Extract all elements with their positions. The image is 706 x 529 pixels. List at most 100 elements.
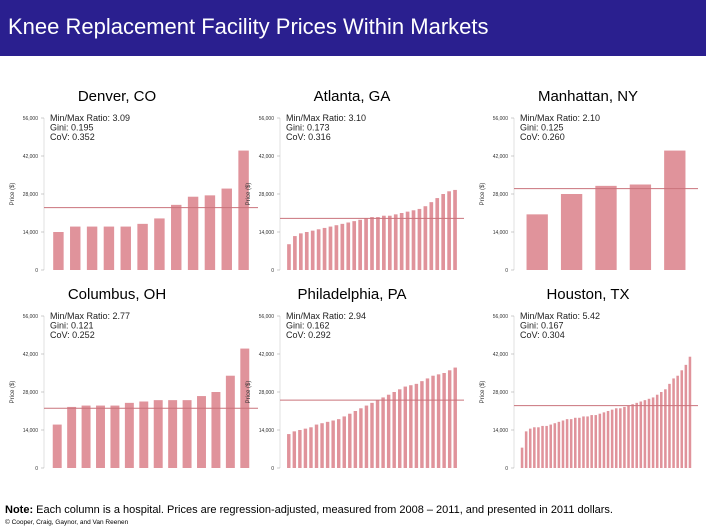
hospital-bar (435, 198, 440, 270)
market-title-manhattan: Manhattan, NY (537, 88, 639, 105)
stat-label: Min/Max Ratio: 3.09 (50, 113, 130, 123)
hospital-bar (52, 424, 62, 468)
hospital-bar (664, 389, 667, 468)
hospital-bar (381, 397, 385, 468)
y-axis-title: Price ($) (246, 183, 252, 206)
hospital-bar (153, 400, 163, 468)
hospital-bar (453, 189, 457, 270)
hospital-bar (304, 232, 309, 270)
y-tick-label: 0 (35, 268, 38, 274)
hospital-bar (429, 202, 434, 270)
hospital-bar (635, 402, 638, 468)
hospital-bar (520, 447, 524, 468)
hospital-bar (67, 406, 77, 468)
hospital-bar (553, 423, 557, 468)
hospital-bar (70, 226, 81, 270)
hospital-bar (398, 389, 402, 468)
y-tick-label: 56,000 (259, 116, 275, 122)
hospital-bar (225, 375, 235, 468)
y-tick-label: 28,000 (493, 390, 509, 396)
y-axis-title: Price ($) (10, 183, 16, 206)
hospital-bar (602, 412, 606, 468)
hospital-bar (582, 416, 585, 468)
hospital-bar (557, 421, 561, 468)
y-tick-label: 56,000 (259, 314, 275, 320)
stat-label: Gini: 0.162 (286, 321, 330, 331)
y-axis-title: Price ($) (10, 381, 16, 404)
hospital-bar (664, 150, 686, 270)
hospital-bar (431, 375, 435, 468)
hospital-bar (574, 417, 577, 468)
hospital-bar (399, 213, 404, 270)
hospital-bar (316, 229, 321, 270)
hospital-bar (651, 397, 655, 468)
hospital-bar (569, 419, 573, 468)
y-tick-label: 0 (505, 466, 508, 472)
stat-label: CoV: 0.252 (50, 330, 95, 340)
hospital-bar (660, 392, 663, 468)
hospital-bar (96, 405, 105, 468)
stat-label: Min/Max Ratio: 2.10 (520, 113, 600, 123)
stat-label: Gini: 0.125 (520, 123, 564, 133)
y-tick-label: 14,000 (23, 230, 39, 236)
hospital-bar (348, 413, 352, 468)
hospital-bar (610, 409, 614, 468)
market-title-atlanta: Atlanta, GA (313, 88, 391, 105)
hospital-bar (340, 223, 345, 270)
hospital-bar (627, 405, 630, 468)
hospital-bar (594, 415, 598, 468)
hospital-bar (447, 370, 452, 468)
hospital-bar (298, 430, 302, 468)
hospital-bar (364, 218, 368, 270)
y-tick-label: 14,000 (23, 428, 39, 434)
hospital-bar (287, 244, 291, 270)
hospital-bar (578, 417, 581, 468)
stat-label: CoV: 0.316 (286, 132, 331, 142)
hospital-bar (103, 226, 115, 270)
stat-label: Gini: 0.173 (286, 123, 330, 133)
y-tick-label: 14,000 (493, 230, 509, 236)
hospital-bar (375, 400, 380, 468)
hospital-bar (120, 226, 131, 270)
hospital-bar (545, 425, 548, 468)
hospital-bar (453, 367, 457, 468)
market-title-denver: Denver, CO (77, 88, 157, 105)
hospital-bar (154, 218, 165, 270)
hospital-bar (631, 404, 634, 468)
y-tick-label: 42,000 (493, 352, 509, 358)
hospital-bar (442, 373, 446, 468)
y-tick-label: 42,000 (493, 154, 509, 160)
hospital-bar (436, 374, 441, 468)
stat-label: Min/Max Ratio: 3.10 (286, 113, 366, 123)
market-title-columbus: Columbus, OH (67, 286, 167, 303)
title-bar: Knee Replacement Facility Prices Within … (0, 0, 706, 56)
hospital-bar (668, 383, 671, 468)
hospital-bar (382, 215, 386, 270)
hospital-bar (346, 222, 351, 270)
hospital-bar (643, 400, 647, 468)
y-tick-label: 14,000 (259, 428, 275, 434)
hospital-bar (387, 215, 392, 270)
hospital-bar (370, 217, 374, 270)
y-tick-label: 56,000 (23, 116, 39, 122)
hospital-bar (405, 211, 410, 270)
hospital-bar (414, 383, 419, 468)
hospital-bar (549, 424, 552, 468)
hospital-bar (623, 406, 626, 468)
hospital-bar (447, 191, 451, 270)
y-axis-title: Price ($) (480, 381, 486, 404)
hospital-bar (606, 411, 610, 468)
stat-label: Min/Max Ratio: 5.42 (520, 311, 600, 321)
footnote: Note: Each column is a hospital. Prices … (5, 504, 613, 516)
hospital-bar (139, 401, 149, 468)
hospital-bar (370, 402, 374, 468)
stat-label: CoV: 0.304 (520, 330, 565, 340)
hospital-bar (331, 420, 335, 468)
hospital-bar (417, 208, 422, 270)
y-tick-label: 56,000 (23, 314, 39, 320)
hospital-bar (629, 184, 652, 270)
hospital-bar (441, 194, 446, 270)
stat-label: CoV: 0.292 (286, 330, 331, 340)
stat-label: Gini: 0.167 (520, 321, 564, 331)
